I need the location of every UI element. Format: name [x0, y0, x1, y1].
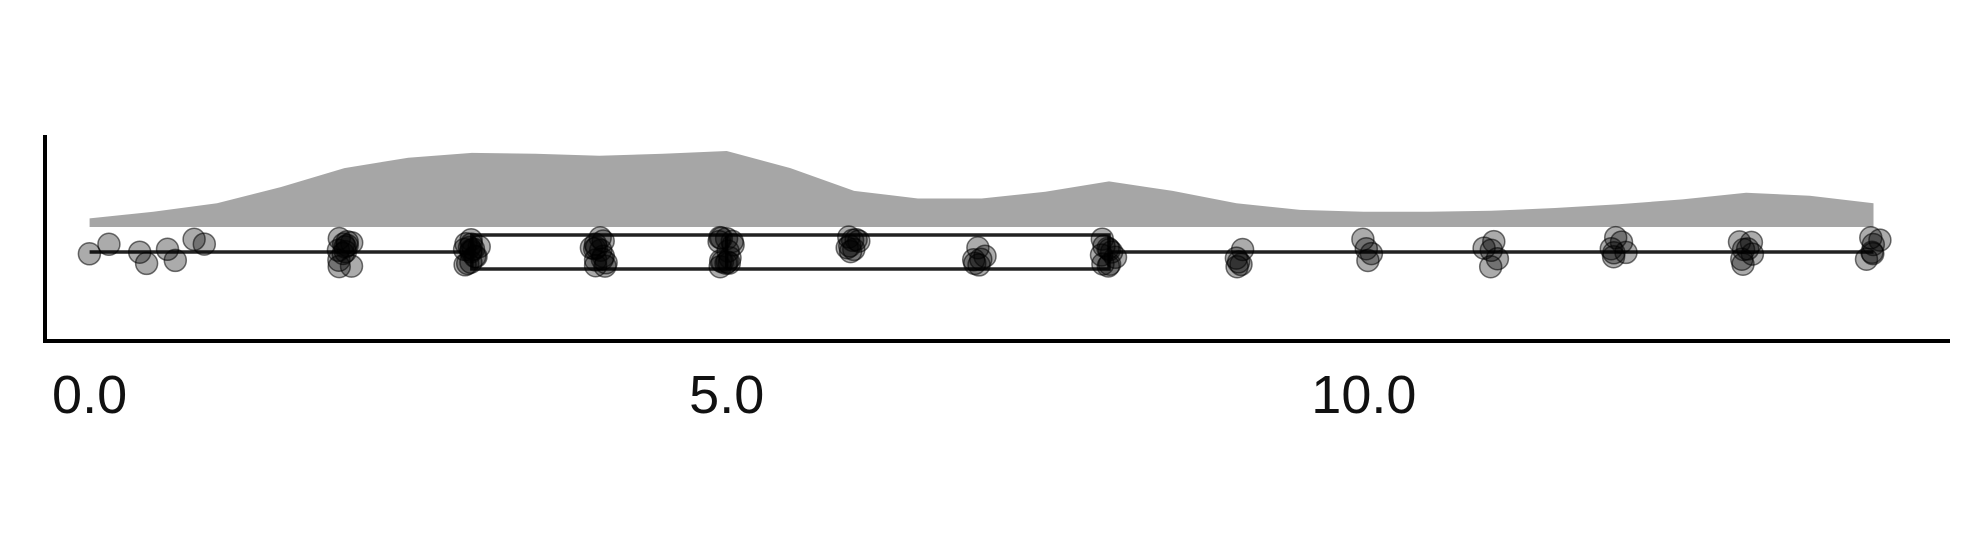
- data-point: [127, 240, 152, 264]
- data-point: [842, 237, 866, 262]
- x-tick-label: 10.0: [1311, 365, 1416, 425]
- data-point: [1868, 228, 1892, 252]
- x-tick-label: 0.0: [52, 365, 127, 425]
- data-point: [77, 242, 102, 266]
- data-point: [327, 248, 351, 272]
- density-area: [89, 151, 1874, 227]
- box-iqr: [470, 233, 1111, 271]
- data-point: [584, 235, 609, 260]
- data-point: [579, 236, 604, 260]
- data-point: [459, 250, 483, 274]
- data-point: [840, 228, 865, 253]
- data-point: [459, 238, 483, 262]
- data-point: [1601, 244, 1626, 269]
- data-point: [163, 248, 188, 273]
- data-point: [1478, 254, 1503, 279]
- data-point: [583, 253, 608, 278]
- data-point: [1614, 240, 1638, 265]
- data-point: [1354, 236, 1379, 261]
- data-point: [715, 250, 740, 274]
- data-point: [1356, 248, 1380, 273]
- data-point: [1599, 236, 1624, 261]
- data-point: [588, 238, 613, 262]
- data-point: [1861, 241, 1885, 266]
- data-point: [333, 235, 357, 259]
- data-point: [1482, 229, 1506, 254]
- data-point: [963, 251, 987, 276]
- x-tick-label: 5.0: [689, 365, 764, 425]
- density-area-layer: [89, 151, 1874, 227]
- data-point: [192, 232, 217, 256]
- data-point: [1096, 254, 1121, 278]
- data-point: [1226, 250, 1251, 274]
- data-point: [97, 232, 121, 257]
- data-point: [134, 251, 159, 276]
- data-point: [1740, 242, 1765, 266]
- data-point: [710, 250, 735, 274]
- data-point: [714, 226, 739, 251]
- jitter-points-layer: [77, 225, 1892, 279]
- data-point: [1224, 246, 1249, 270]
- data-point: [1727, 230, 1752, 254]
- x-tick-labels: 0.0 5.0 10.0: [52, 365, 1416, 425]
